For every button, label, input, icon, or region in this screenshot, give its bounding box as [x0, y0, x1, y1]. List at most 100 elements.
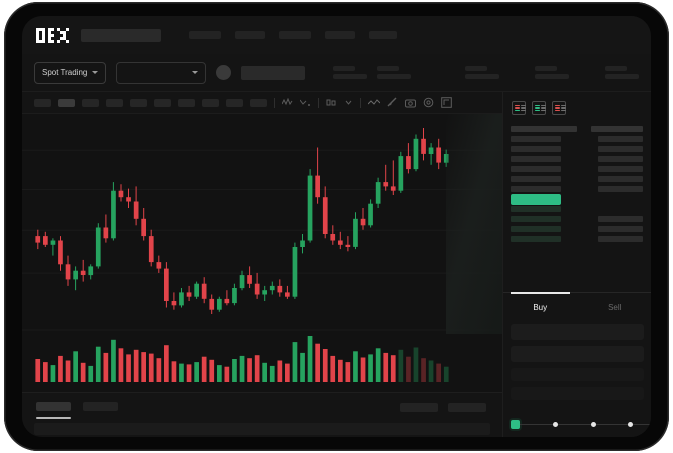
- market-type-selector[interactable]: Spot Trading: [34, 61, 106, 84]
- available-row: [511, 387, 644, 400]
- step-track: [595, 423, 629, 425]
- asks-only-icon[interactable]: [552, 101, 566, 115]
- chevron-down-icon: [92, 71, 99, 74]
- market-type-label: Spot Trading: [42, 68, 88, 77]
- orderbook-row[interactable]: [511, 214, 643, 224]
- orderbook-row[interactable]: [511, 154, 643, 164]
- nav-item-1[interactable]: [189, 31, 221, 39]
- orderbook-row[interactable]: [511, 184, 643, 194]
- stat-label: [535, 66, 557, 71]
- line-tool-icon[interactable]: [368, 98, 380, 107]
- candlestick-chart-svg: [22, 128, 502, 382]
- stat-block-2: [377, 66, 411, 79]
- settings-icon[interactable]: [326, 98, 337, 107]
- pair-selector[interactable]: [116, 61, 207, 84]
- device-screen: Spot Trading: [22, 16, 651, 437]
- orderbook-col-price: [511, 126, 577, 132]
- tab-sell[interactable]: Sell: [608, 303, 622, 312]
- trade-panel: Buy Sell: [502, 92, 651, 437]
- footer-content-placeholder: [34, 423, 490, 435]
- nav-item-2[interactable]: [235, 31, 265, 39]
- total-field[interactable]: [511, 368, 644, 381]
- footer-tab-1[interactable]: [36, 402, 71, 411]
- device-frame: Spot Trading: [4, 2, 669, 451]
- step-track: [633, 423, 651, 425]
- stat-value: [465, 74, 499, 79]
- stat-value: [333, 74, 367, 79]
- toolbar-divider: [360, 97, 361, 108]
- nav-item-3[interactable]: [279, 31, 311, 39]
- step-4[interactable]: [628, 421, 634, 427]
- stat-block-3: [465, 66, 499, 79]
- timeframe-button-1[interactable]: [34, 98, 51, 107]
- amount-stepper[interactable]: [511, 416, 651, 432]
- timeframe-button-5[interactable]: [130, 98, 147, 107]
- timeframe-button-8[interactable]: [202, 98, 219, 107]
- orderbook-row[interactable]: [511, 134, 643, 144]
- orderbook-view-toggles: [503, 92, 651, 122]
- chevron-down-icon[interactable]: [344, 98, 353, 107]
- nav-item-4[interactable]: [325, 31, 355, 39]
- stat-value: [535, 74, 569, 79]
- chart-footer-tabs: [22, 392, 502, 437]
- compare-icon[interactable]: [300, 98, 311, 107]
- search-input[interactable]: [81, 28, 161, 42]
- stat-label: [465, 66, 487, 71]
- step-1[interactable]: [511, 419, 520, 429]
- stat-value: [605, 74, 639, 79]
- active-tab-underline: [36, 417, 71, 419]
- orderbook-row[interactable]: [511, 224, 643, 234]
- order-side-tabs: Buy Sell: [503, 292, 651, 322]
- header-nav: [189, 31, 397, 39]
- price-field[interactable]: [511, 324, 644, 340]
- footer-action-1[interactable]: [400, 403, 438, 412]
- orderbook-row[interactable]: [511, 164, 643, 174]
- orderbook-row[interactable]: [511, 204, 643, 214]
- timeframe-button-6[interactable]: [154, 98, 171, 107]
- orderbook-spread-row[interactable]: [511, 193, 643, 205]
- timeframe-button-4[interactable]: [106, 98, 123, 107]
- stat-block-5: [605, 66, 639, 79]
- step-track: [520, 423, 553, 425]
- alert-icon[interactable]: [423, 97, 434, 108]
- app-header: [22, 16, 651, 54]
- orderbook-rows[interactable]: [503, 122, 651, 244]
- bids-only-icon[interactable]: [532, 101, 546, 115]
- step-2[interactable]: [552, 421, 558, 427]
- nav-item-5[interactable]: [369, 31, 397, 39]
- timeframe-button-7[interactable]: [178, 98, 195, 107]
- stat-block-4: [535, 66, 569, 79]
- amount-field[interactable]: [511, 346, 644, 362]
- step-track: [557, 423, 591, 425]
- measure-icon[interactable]: [387, 97, 398, 108]
- pair-bar: Spot Trading: [22, 54, 651, 92]
- footer-tab-2[interactable]: [83, 402, 118, 411]
- toolbar-divider: [318, 97, 319, 108]
- stat-label: [605, 66, 627, 71]
- timeframe-button-10[interactable]: [250, 98, 267, 107]
- orderbook-row[interactable]: [511, 234, 643, 244]
- timeframe-button-9[interactable]: [226, 98, 243, 107]
- indicator-icon[interactable]: [282, 98, 293, 107]
- orderbook-row[interactable]: [511, 144, 643, 154]
- stat-block-1: [333, 66, 367, 79]
- price-chart[interactable]: [22, 114, 502, 392]
- both-sides-icon[interactable]: [512, 101, 526, 115]
- camera-icon[interactable]: [405, 98, 416, 108]
- orderbook-col-amount: [591, 126, 643, 132]
- timeframe-button-2[interactable]: [58, 98, 75, 107]
- fullscreen-icon[interactable]: [441, 97, 452, 108]
- chart-toolbar: [22, 92, 502, 114]
- timeframe-button-3[interactable]: [82, 98, 99, 107]
- okx-logo[interactable]: [36, 27, 69, 43]
- coin-avatar: [216, 65, 232, 80]
- orderbook-header-row: [511, 124, 643, 134]
- orderbook-row[interactable]: [511, 174, 643, 184]
- last-price: [241, 65, 305, 80]
- stat-label: [333, 66, 355, 71]
- footer-action-2[interactable]: [448, 403, 486, 412]
- step-3[interactable]: [590, 421, 596, 427]
- tab-buy[interactable]: Buy: [503, 292, 578, 322]
- chevron-down-icon: [192, 71, 199, 74]
